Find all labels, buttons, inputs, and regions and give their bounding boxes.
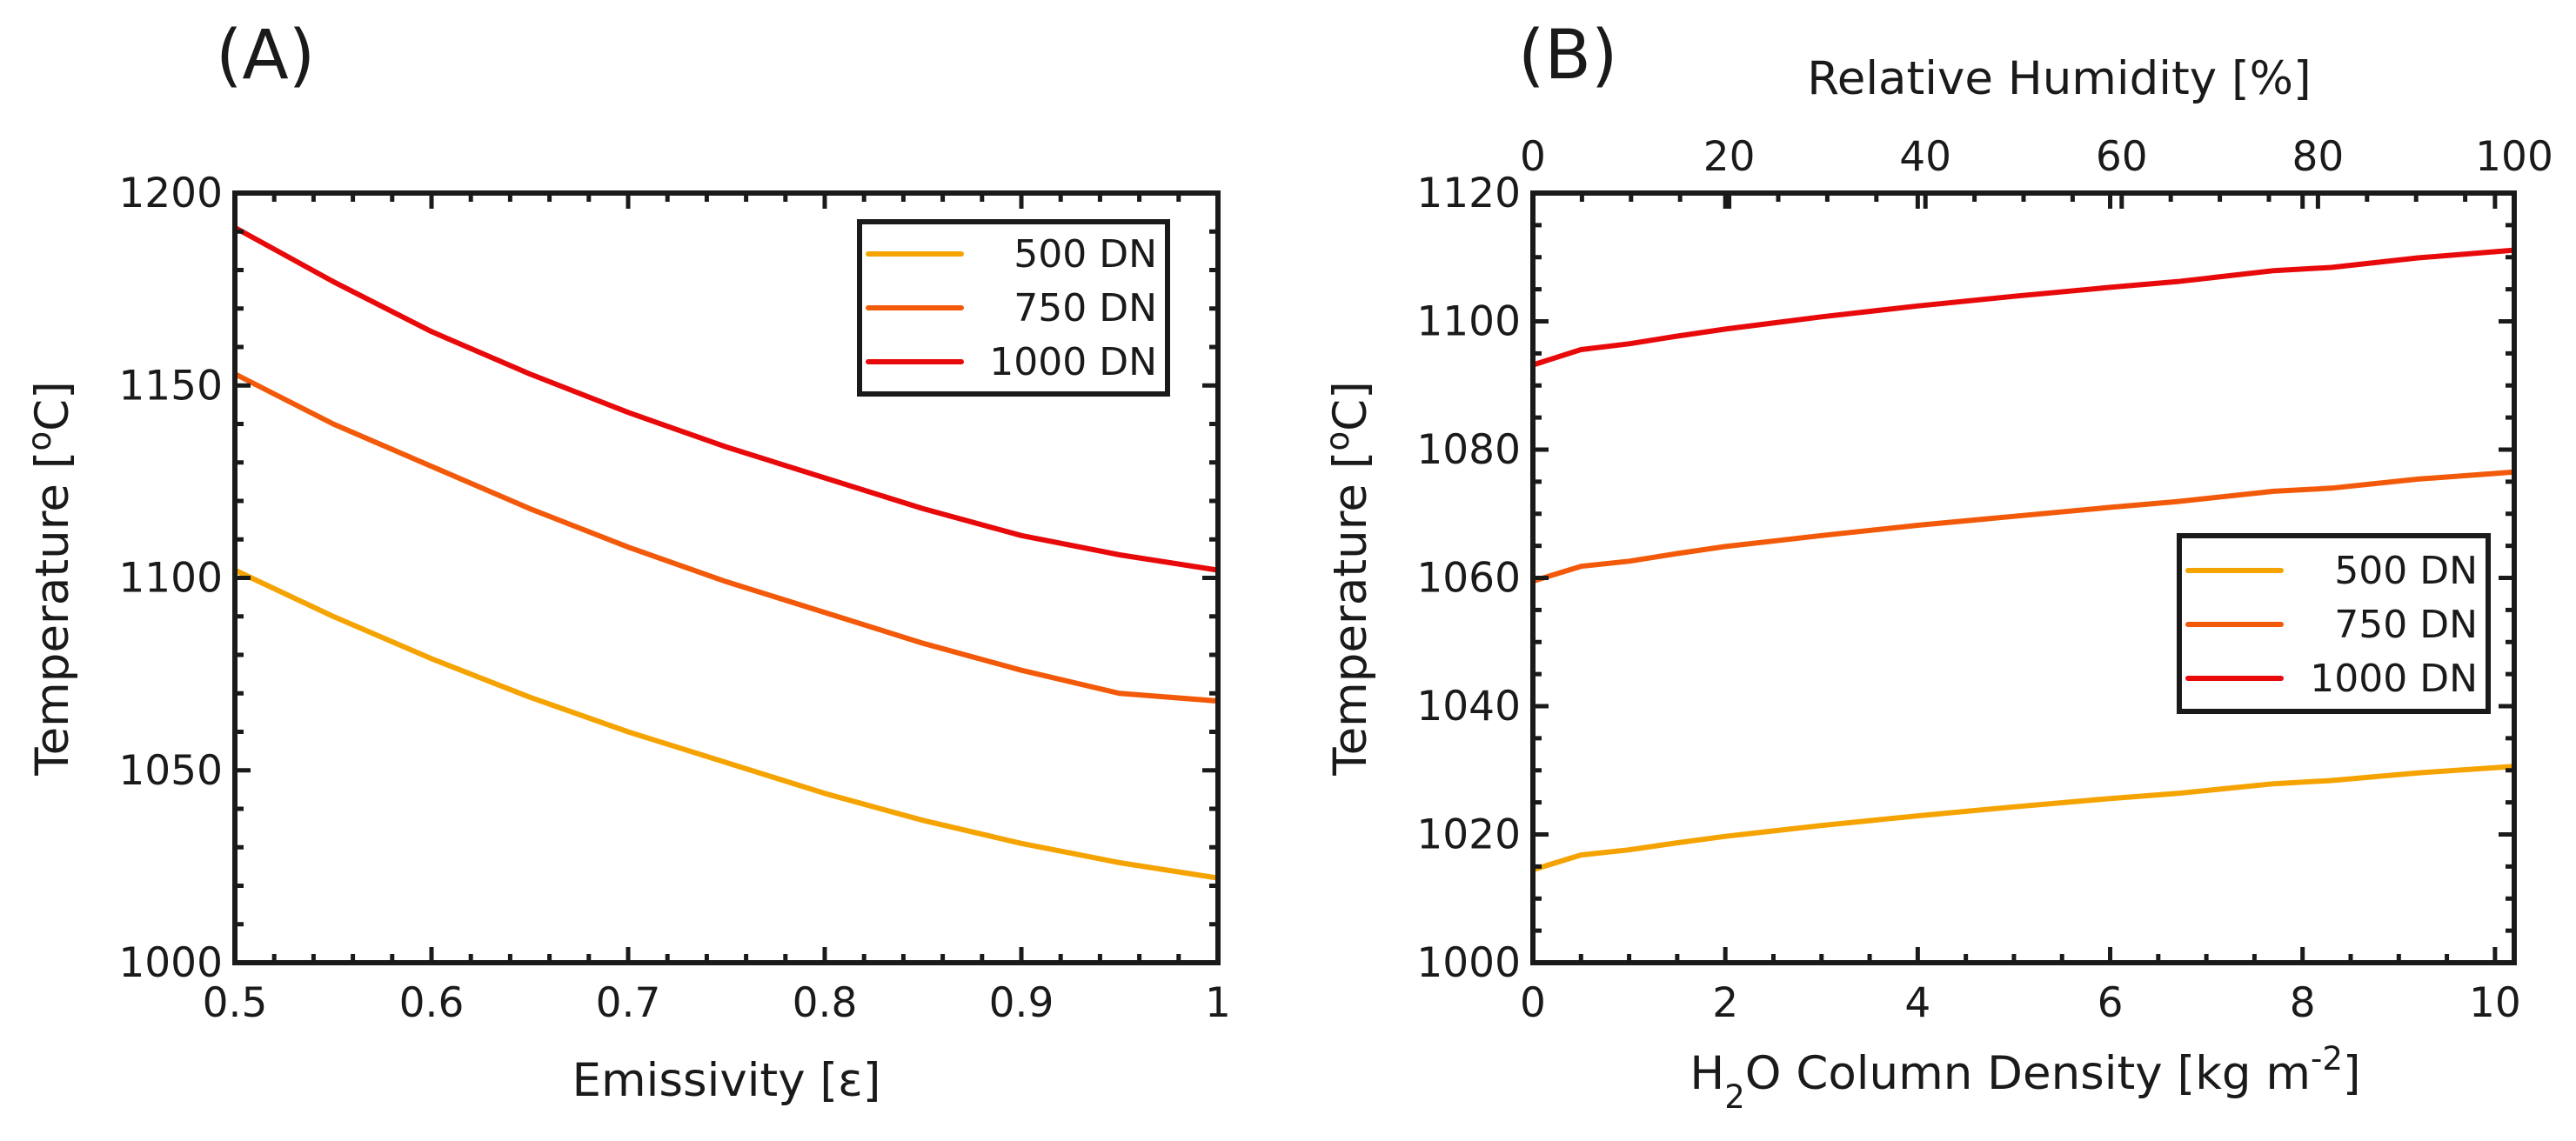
panel-a-label: (A)	[216, 17, 315, 95]
panel-b-legend-label-500: 500 DN	[2334, 549, 2478, 593]
panel-b-legend-label-750: 750 DN	[2334, 603, 2478, 647]
panel-a-xtick-label: 0.6	[399, 979, 465, 1027]
panel-b-ytick-label: 1120	[1416, 170, 1521, 217]
panel-a-ytick-label: 1100	[118, 555, 223, 603]
panel-b-xtick-label: 6	[2098, 979, 2124, 1027]
panel-b-series-layer	[1530, 247, 2517, 873]
panel-a-y-axis-label: Temperature [oC]	[21, 381, 79, 777]
panel-a-legend-label-750: 750 DN	[1014, 286, 1157, 330]
panel-a-xtick-label: 0.8	[793, 979, 858, 1027]
panel-a-x-axis-label: Emissivity [ε]	[572, 1054, 881, 1107]
panel-b-legend: 500 DN 750 DN 1000 DN	[2177, 533, 2491, 714]
panel-b-top-axis-label: Relative Humidity [%]	[1807, 52, 2311, 105]
panel-a-series-layer	[232, 224, 1221, 881]
panel-a-ytick-label: 1150	[118, 362, 223, 410]
panel-b-y-axis-label: Temperature [oC]	[1319, 381, 1377, 777]
panel-b-xtick-label: 8	[2290, 979, 2316, 1027]
panel-b-legend-label-1000: 1000 DN	[2310, 657, 2478, 701]
panel-b-ytick-label: 1000	[1416, 939, 1521, 987]
panel-b-xtick-label: 2	[1712, 979, 1738, 1027]
panel-a-legend: 500 DN 750 DN 1000 DN	[857, 219, 1170, 397]
panel-b-ytick-label: 1040	[1416, 683, 1521, 731]
panel-a-xtick-label: 1	[1205, 979, 1231, 1027]
panel-b-ytick-label: 1080	[1416, 426, 1521, 474]
panel-a-ticks: 0.5 0.6 0.7 0.8 0.9 1 1000 1050 1100 1150 1200	[118, 170, 1231, 1027]
panel-b-top-xtick-label: 80	[2292, 133, 2344, 181]
panel-b-series-1000-dn-line	[1530, 247, 2517, 368]
panel-a-xtick-label: 0.5	[203, 979, 268, 1027]
panel-b-label: (B)	[1518, 17, 1617, 95]
panel-b-ytick-label: 1020	[1416, 811, 1521, 859]
panel-a-legend-label-500: 500 DN	[1014, 232, 1157, 277]
panel-b-xtick-label: 0	[1520, 979, 1546, 1027]
panel-a-legend-label-1000: 1000 DN	[989, 340, 1157, 384]
panel-a-ytick-label: 1050	[118, 747, 223, 795]
panel-b-series-500-dn-line	[1530, 764, 2517, 873]
panel-b-xtick-label: 4	[1904, 979, 1930, 1027]
panel-a-xtick-label: 0.9	[989, 979, 1054, 1027]
panel-b-ytick-label: 1060	[1416, 555, 1521, 603]
panel-b-top-xtick-label: 0	[1520, 133, 1546, 181]
panel-b-top-xtick-label: 60	[2096, 133, 2148, 181]
panel-b-xtick-label: 10	[2469, 979, 2521, 1027]
panel-b-top-xtick-label: 100	[2475, 133, 2553, 181]
panel-a-ytick-label: 1200	[118, 170, 223, 217]
panel-b-ytick-label: 1100	[1416, 298, 1521, 346]
panel-a-series-500-dn-line	[232, 567, 1221, 881]
panel-b-top-xtick-label: 20	[1703, 133, 1756, 181]
panel-a-xtick-label: 0.7	[596, 979, 661, 1027]
panel-a: (A) 0.5 0.6 0.7 0.8 0.9 1 1000 1050 1100 1150 1200…	[21, 17, 1231, 1107]
panel-b-top-xtick-label: 40	[1899, 133, 1951, 181]
panel-a-ytick-label: 1000	[118, 939, 223, 987]
panel-b: (B) Relative Humidity [%] 0 2 4 6 8 101000102…	[1319, 17, 2553, 1116]
panel-b-series-750-dn-line	[1530, 469, 2517, 584]
panel-a-series-1000-dn-line	[232, 224, 1221, 573]
panel-b-x-axis-label: H2O Column Density [kg m-2]	[1689, 1040, 2360, 1116]
panel-a-series-750-dn-line	[232, 371, 1221, 704]
